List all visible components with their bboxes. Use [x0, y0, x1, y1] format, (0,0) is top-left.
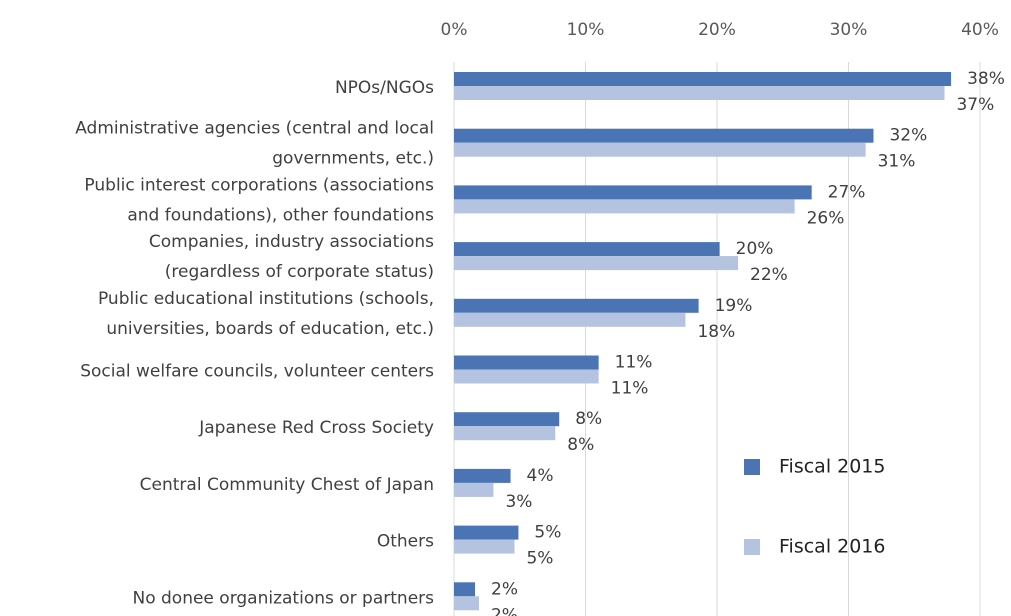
bar [454, 72, 952, 86]
data-label: 31% [878, 152, 916, 172]
legend-label: Fiscal 2015 [779, 456, 886, 478]
category-label: No donee organizations or partners [132, 588, 434, 608]
bar [454, 355, 599, 370]
x-tick-label: 10% [567, 20, 605, 40]
bar [454, 185, 812, 200]
bar [454, 128, 874, 143]
bar [454, 468, 511, 483]
data-label: 32% [889, 126, 927, 146]
legend-swatch [744, 539, 760, 555]
data-label: 2% [491, 605, 518, 616]
bar [454, 369, 599, 384]
x-tick-label: 30% [830, 20, 868, 40]
bar [454, 539, 515, 554]
category-label: Administrative agencies (central and loc… [75, 119, 434, 139]
bar [454, 242, 720, 257]
legend-label: Fiscal 2016 [779, 536, 886, 558]
bar [454, 256, 739, 271]
bar [454, 86, 945, 100]
data-label: 26% [807, 208, 845, 228]
bar [454, 525, 519, 540]
bar [454, 596, 479, 611]
data-label: 22% [750, 265, 788, 285]
category-label: Public educational institutions (schools… [98, 289, 434, 309]
data-label: 3% [505, 492, 532, 512]
data-label: 11% [615, 353, 653, 373]
bar [454, 412, 560, 427]
data-label: 8% [575, 409, 602, 429]
category-label: Social welfare councils, volunteer cente… [80, 362, 434, 382]
data-label: 37% [956, 95, 994, 115]
category-label: Companies, industry associations [149, 232, 434, 252]
bar [454, 482, 494, 497]
category-label: Others [377, 532, 434, 552]
x-tick-label: 0% [441, 20, 468, 40]
bar [454, 582, 476, 597]
category-label: and foundations), other foundations [127, 205, 434, 225]
data-label: 20% [736, 239, 774, 259]
bar [454, 298, 699, 313]
data-label: 11% [611, 379, 649, 399]
category-label: Japanese Red Cross Society [198, 418, 434, 438]
data-label: 4% [527, 466, 554, 486]
bar [454, 426, 556, 441]
category-label: governments, etc.) [272, 149, 434, 169]
data-label: 5% [534, 523, 561, 543]
data-label: 5% [526, 549, 553, 569]
legend-swatch [744, 459, 760, 475]
category-label: NPOs/NGOs [335, 78, 434, 98]
x-tick-label: 20% [698, 20, 736, 40]
category-label: universities, boards of education, etc.) [106, 319, 434, 339]
data-label: 18% [697, 322, 735, 342]
x-tick-label: 40% [961, 20, 999, 40]
data-label: 38% [967, 69, 1005, 89]
category-label: Public interest corporations (associatio… [84, 175, 434, 195]
data-label: 8% [567, 435, 594, 455]
bar [454, 142, 866, 157]
data-label: 27% [828, 182, 866, 202]
category-label: Central Community Chest of Japan [140, 475, 434, 495]
bar [454, 199, 795, 214]
bar [454, 312, 686, 327]
category-label: (regardless of corporate status) [165, 262, 434, 282]
data-label: 19% [715, 296, 753, 316]
data-label: 2% [491, 579, 518, 599]
